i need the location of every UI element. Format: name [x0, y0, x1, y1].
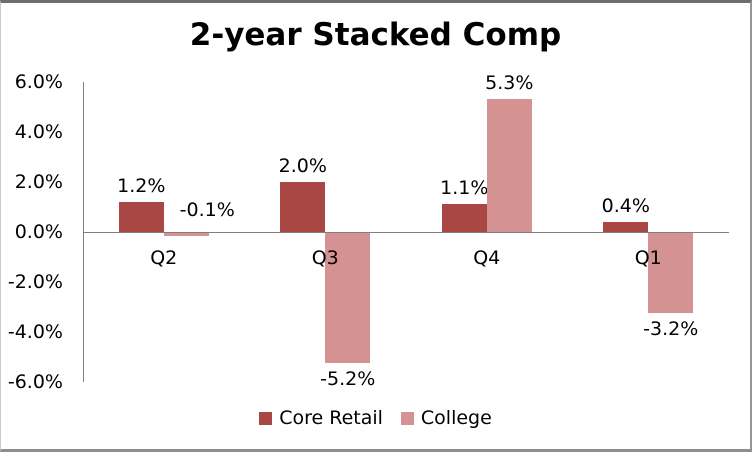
bar-core-retail-q4: [441, 204, 487, 232]
category-label-q3: Q3: [311, 247, 339, 269]
value-label-college-q1: -3.2%: [643, 318, 699, 341]
bar-core-retail-q2: [118, 201, 164, 232]
value-label-core-retail-q1: 0.4%: [601, 194, 650, 217]
y-axis-tick-label: 4.0%: [14, 120, 63, 143]
y-axis-tick-label: 2.0%: [14, 170, 63, 193]
bar-core-retail-q1: [603, 221, 649, 232]
bar-college-q1: [648, 233, 694, 314]
value-label-college-q3: -5.2%: [320, 368, 376, 391]
category-label-q4: Q4: [473, 247, 501, 269]
legend-label-college: College: [420, 407, 492, 429]
bar-core-retail-q3: [280, 181, 326, 232]
y-axis-tick-label: -2.0%: [7, 271, 63, 294]
value-label-core-retail-q4: 1.1%: [440, 177, 489, 200]
value-label-college-q2: -0.1%: [179, 199, 235, 221]
legend: Core Retail College: [1, 407, 750, 429]
bar-college-q4: [486, 99, 532, 232]
legend-item-core-retail: Core Retail: [259, 407, 383, 429]
y-axis-line: [83, 81, 84, 383]
bar-college-q2: [163, 233, 209, 236]
y-axis-tick-label: 0.0%: [14, 221, 63, 243]
y-axis-tick-label: -6.0%: [7, 371, 63, 394]
category-label-q2: Q2: [150, 247, 178, 269]
legend-swatch-college: [400, 411, 414, 425]
legend-swatch-core-retail: [259, 411, 273, 425]
value-label-core-retail-q3: 2.0%: [278, 154, 327, 177]
legend-item-college: College: [400, 407, 492, 429]
y-axis-tick-label: -4.0%: [7, 321, 63, 344]
category-label-q1: Q1: [634, 247, 662, 269]
x-axis-zero-line: [83, 232, 729, 233]
chart-title: 2-year Stacked Comp: [189, 17, 562, 53]
legend-label-core-retail: Core Retail: [279, 407, 383, 429]
value-label-core-retail-q2: 1.2%: [117, 174, 166, 197]
value-label-college-q4: 5.3%: [485, 72, 534, 95]
bar-college-q3: [325, 233, 371, 364]
y-axis-tick-label: 6.0%: [14, 70, 63, 93]
